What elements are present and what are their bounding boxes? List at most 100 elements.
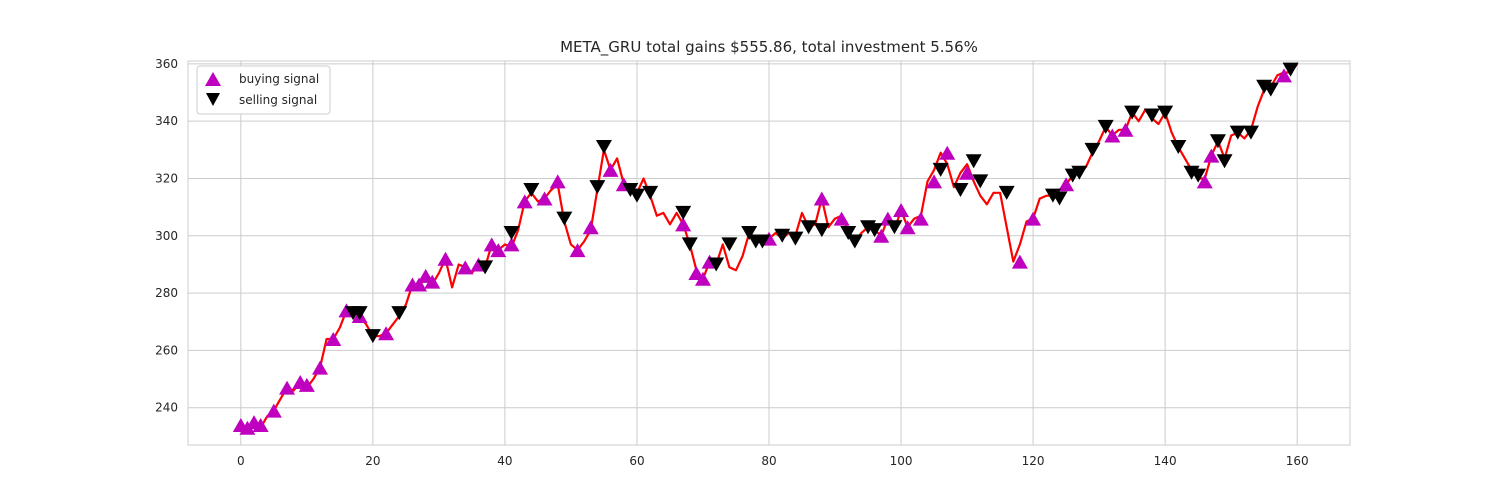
sell-signal-marker [628, 188, 645, 203]
y-tick-label: 260 [155, 343, 178, 357]
x-tick-label: 60 [629, 454, 644, 468]
sell-signal-marker [886, 220, 903, 235]
sell-signal-marker [351, 306, 368, 321]
buy-signal-marker [378, 326, 395, 341]
x-tick-label: 0 [237, 454, 245, 468]
legend-buy-label: buying signal [239, 72, 319, 86]
buy-signal-marker [1011, 254, 1028, 269]
sell-signal-marker [1190, 168, 1207, 183]
sell-signal-marker [1262, 82, 1279, 97]
sell-signal-marker [1097, 119, 1114, 134]
buy-signal-marker [298, 377, 315, 392]
sell-signal-marker [364, 329, 381, 344]
plot-frame [187, 60, 1351, 446]
sell-signal-marker [965, 154, 982, 169]
buy-signal-marker [1025, 211, 1042, 226]
sell-signal-marker [1143, 108, 1160, 123]
buy-signal-marker [833, 211, 850, 226]
sell-signal-marker [503, 225, 520, 240]
sell-signal-marker [1229, 125, 1246, 140]
sell-signal-marker [866, 223, 883, 238]
buy-signal-marker [325, 331, 342, 346]
sell-signal-marker [932, 162, 949, 177]
sell-signal-marker [741, 225, 758, 240]
x-tick-label: 120 [1022, 454, 1045, 468]
sell-signal-marker [800, 220, 817, 235]
sell-signal-marker [754, 234, 771, 249]
sell-signal-marker [642, 185, 659, 200]
buy-signal-marker [582, 220, 599, 235]
x-tick-label: 80 [761, 454, 776, 468]
buy-signal-marker [1058, 177, 1075, 192]
sell-signal-marker [998, 185, 1015, 200]
legend: buying signal selling signal [196, 65, 331, 115]
sell-signal-marker [774, 228, 791, 243]
buy-signal-marker [312, 360, 329, 375]
sell-signal-marker [952, 182, 969, 197]
sell-signal-marker [681, 237, 698, 252]
sell-signal-marker [589, 180, 606, 195]
sell-markers [345, 62, 1299, 344]
buy-signal-marker [1203, 148, 1220, 163]
buy-signal-marker [490, 243, 507, 258]
buy-signal-marker [1117, 122, 1134, 137]
buy-signal-marker [1275, 68, 1292, 83]
sell-signal-marker [1051, 191, 1068, 206]
sell-signal-marker [477, 260, 494, 275]
buy-signal-marker [279, 380, 296, 395]
sell-signal-marker [721, 237, 738, 252]
sell-signal-marker [846, 234, 863, 249]
buy-signal-marker [813, 191, 830, 206]
buy-signal-marker [873, 228, 890, 243]
buy-signal-marker [893, 203, 910, 218]
buy-signal-marker [1104, 128, 1121, 143]
legend-background [196, 65, 331, 115]
sell-signal-marker [813, 223, 830, 238]
buy-markers [232, 68, 1292, 435]
buy-signal-marker [899, 220, 916, 235]
y-tick-label: 320 [155, 171, 178, 185]
buy-signal-marker [694, 271, 711, 286]
buy-signal-marker [549, 174, 566, 189]
buy-signal-marker [602, 162, 619, 177]
sell-signal-marker [1242, 125, 1259, 140]
buy-signal-marker [411, 277, 428, 292]
sell-signal-marker [1124, 105, 1141, 120]
buy-signal-marker [926, 174, 943, 189]
x-tick-label: 160 [1286, 454, 1309, 468]
buy-signal-marker [265, 403, 282, 418]
grid [188, 61, 1350, 445]
buy-signal-marker [424, 274, 441, 289]
legend-sell-icon [206, 93, 220, 106]
sell-signal-marker [1282, 62, 1299, 77]
sell-signal-marker [787, 231, 804, 246]
buy-signal-marker [503, 237, 520, 252]
sell-signal-marker [675, 205, 692, 220]
sell-signal-marker [1170, 139, 1187, 154]
buy-signal-marker [959, 165, 976, 180]
buy-signal-marker [939, 145, 956, 160]
x-tick-label: 20 [365, 454, 380, 468]
y-tick-label: 300 [155, 229, 178, 243]
buy-signal-marker [437, 251, 454, 266]
y-tick-label: 280 [155, 286, 178, 300]
tick-labels: 0 20 40 60 80 100 120 140 160 240 260 280 300 320 340 3… [155, 57, 1309, 468]
sell-signal-marker [840, 225, 857, 240]
y-tick-label: 360 [155, 57, 178, 71]
chart-title: META_GRU total gains $555.86, total inve… [560, 38, 978, 57]
buy-signal-marker [912, 211, 929, 226]
sell-signal-marker [523, 182, 540, 197]
sell-signal-marker [556, 211, 573, 226]
sell-signal-marker [1216, 154, 1233, 169]
buy-signal-marker [675, 217, 692, 232]
buy-signal-marker [536, 191, 553, 206]
y-tick-label: 240 [155, 401, 178, 415]
sell-signal-marker [1071, 165, 1088, 180]
sell-signal-marker [1084, 142, 1101, 157]
sell-signal-marker [391, 306, 408, 321]
buy-signal-marker [516, 194, 533, 209]
sell-signal-marker [972, 174, 989, 189]
sell-signal-marker [1209, 134, 1226, 149]
